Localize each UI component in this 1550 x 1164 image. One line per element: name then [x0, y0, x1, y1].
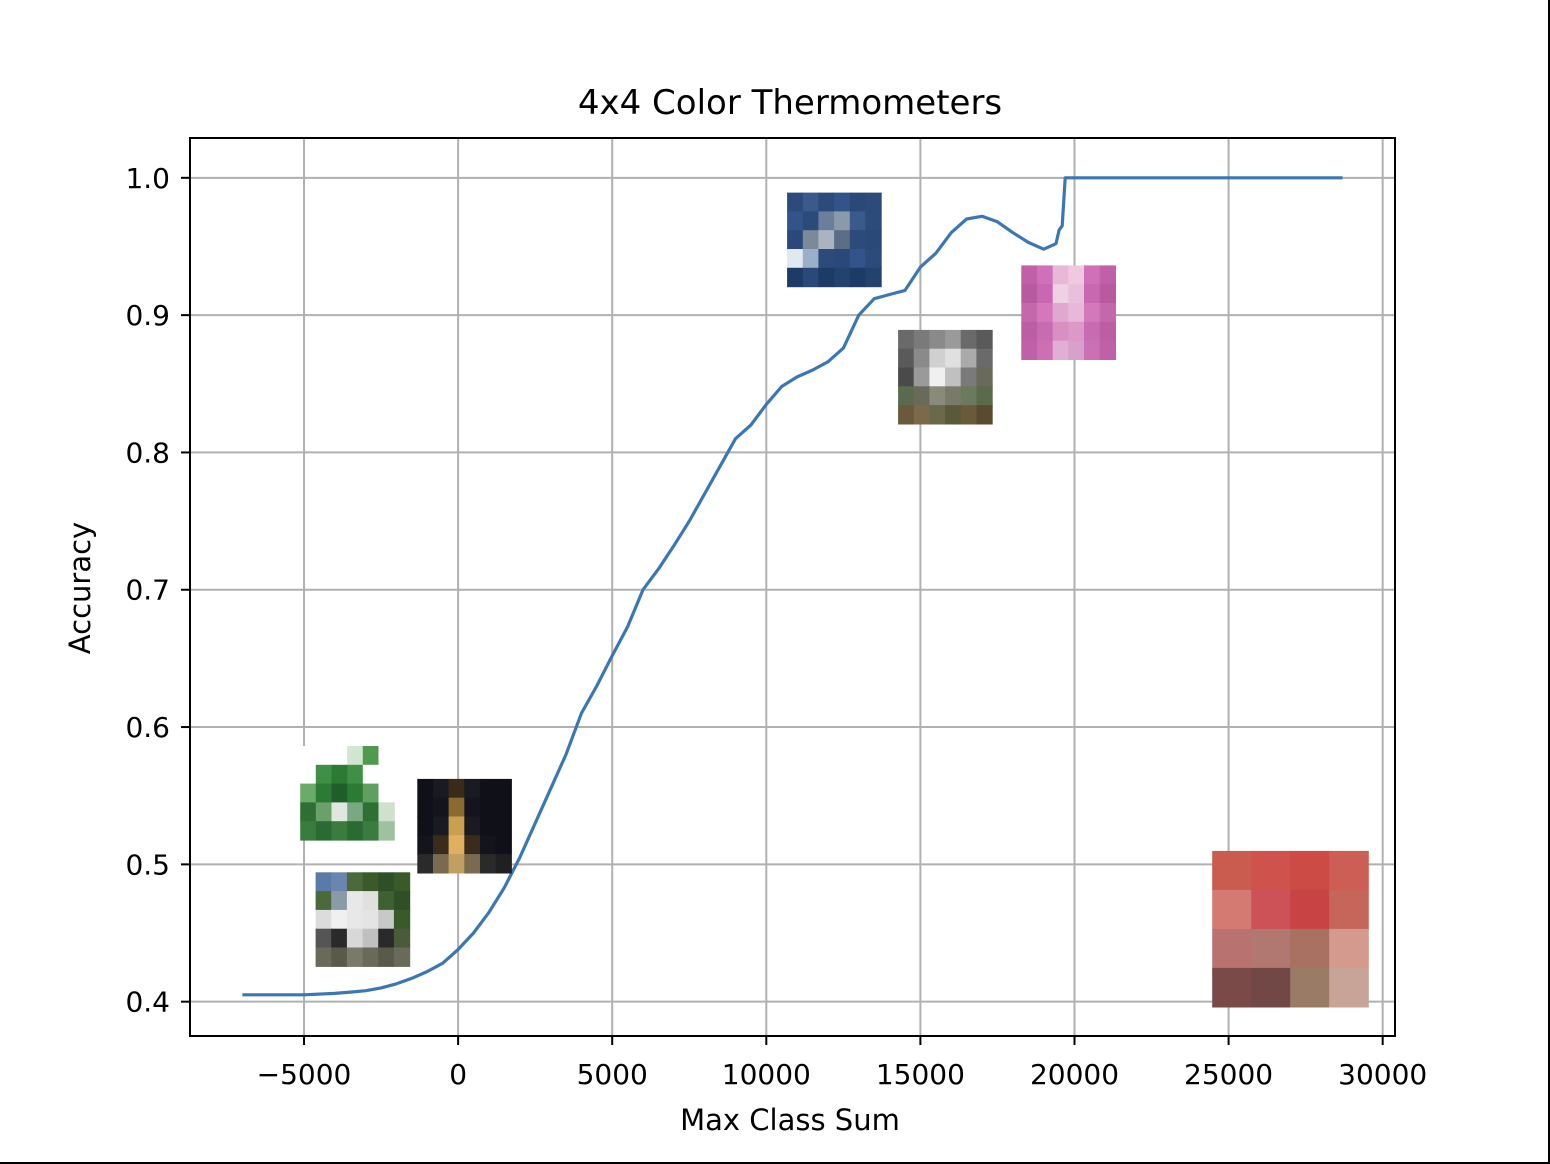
y-tick-label-6: 1.0: [125, 162, 170, 195]
x-axis-label: Max Class Sum: [680, 1103, 900, 1137]
x-axis-ticks: −5000 0 5000 10000 15000 20000 25000 30000: [257, 1036, 1427, 1091]
dolphin-thumbnail: [787, 192, 882, 288]
y-axis-label: Accuracy: [63, 522, 97, 654]
x-tick-label-2: 5000: [577, 1058, 648, 1091]
eiffel-tower-thumbnail: [417, 778, 512, 874]
y-tick-label-0: 0.4: [125, 986, 170, 1019]
x-tick-label-5: 20000: [1030, 1058, 1119, 1091]
pickup-truck-thumbnail: [315, 872, 411, 967]
x-tick-label-0: −5000: [257, 1058, 352, 1091]
series-group: [242, 176, 1343, 997]
grid-lines: [190, 138, 1395, 1036]
x-tick-label-7: 30000: [1338, 1058, 1427, 1091]
series-line-0: [242, 176, 1343, 997]
y-axis-ticks: 0.4 0.5 0.6 0.7 0.8 0.9 1.0: [125, 162, 190, 1019]
tank-thumbnail: [300, 746, 395, 841]
y-tick-label-3: 0.7: [125, 574, 170, 607]
x-tick-label-1: 0: [449, 1058, 467, 1091]
color-thermometer-grid-thumbnail: [1212, 850, 1369, 1008]
y-tick-label-1: 0.5: [125, 848, 170, 881]
opossum-thumbnail: [898, 329, 993, 425]
y-tick-label-5: 0.9: [125, 299, 170, 332]
pink-texture-thumbnail: [1021, 265, 1116, 360]
y-tick-label-4: 0.8: [125, 436, 170, 469]
plot-area-border: [189, 137, 1396, 1037]
x-tick-label-4: 15000: [876, 1058, 965, 1091]
x-tick-label-6: 25000: [1184, 1058, 1273, 1091]
image-markers: [300, 192, 1369, 1008]
chart-title: 4x4 Color Thermometers: [578, 83, 1002, 123]
x-tick-label-3: 10000: [722, 1058, 811, 1091]
y-tick-label-2: 0.6: [125, 711, 170, 744]
